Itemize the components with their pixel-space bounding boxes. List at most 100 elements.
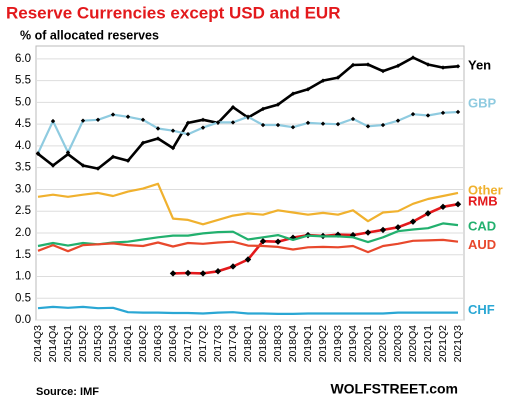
data-marker: [170, 145, 176, 151]
credit: WOLFSTREET.com: [330, 381, 458, 397]
data-marker: [425, 113, 431, 118]
series-label: RMB: [468, 194, 498, 209]
data-marker: [50, 118, 56, 124]
y-tick-label: 0.5: [15, 292, 31, 304]
x-tick-label: 2016Q3: [152, 325, 164, 363]
data-marker: [245, 114, 251, 119]
data-marker: [290, 91, 296, 96]
data-marker: [230, 104, 236, 110]
data-marker: [425, 62, 431, 67]
x-tick-label: 2015Q2: [77, 325, 89, 363]
data-marker: [184, 269, 192, 277]
x-tick-label: 2014Q3: [32, 325, 44, 363]
data-marker: [335, 121, 341, 127]
y-tick-label: 1.0: [15, 271, 31, 283]
x-tick-label: 2020Q3: [392, 325, 404, 363]
data-marker: [185, 131, 191, 137]
data-marker: [275, 102, 281, 107]
data-marker: [350, 116, 356, 122]
data-marker: [155, 136, 161, 141]
data-marker: [394, 224, 402, 231]
data-marker: [260, 106, 266, 112]
series-line: [37, 305, 458, 315]
series-line: [37, 238, 459, 254]
data-marker: [199, 270, 207, 277]
y-tick-label: 5.5: [15, 75, 31, 87]
x-tick-label: 2017Q3: [212, 325, 224, 363]
series-label: AUD: [468, 237, 496, 252]
x-tick-label: 2019Q4: [347, 325, 359, 363]
chart-subtitle: % of allocated reserves: [20, 28, 159, 42]
x-tick-label: 2016Q2: [137, 325, 149, 363]
x-tick-label: 2021Q1: [422, 325, 434, 363]
data-marker: [410, 111, 416, 117]
data-marker: [65, 150, 71, 155]
data-marker: [95, 117, 101, 123]
data-marker: [455, 64, 461, 69]
x-tick-label: 2021Q2: [437, 325, 449, 363]
data-marker: [140, 140, 146, 146]
data-marker: [454, 201, 462, 208]
x-tick-label: 2018Q4: [287, 325, 299, 363]
data-marker: [364, 229, 372, 236]
series-label: Yen: [468, 58, 491, 73]
data-marker: [409, 218, 417, 225]
data-marker: [244, 256, 252, 263]
data-marker: [410, 55, 416, 60]
series-label: Other: [468, 182, 503, 197]
x-tick-label: 2018Q1: [242, 325, 254, 363]
x-tick-label: 2019Q2: [317, 325, 329, 363]
y-tick-label: 4.0: [15, 140, 31, 152]
x-tick-label: 2018Q2: [257, 325, 269, 363]
data-marker: [350, 62, 356, 68]
data-marker: [185, 120, 191, 126]
y-tick-label: 6.0: [15, 53, 31, 65]
data-marker: [305, 120, 311, 126]
series-line: [37, 56, 459, 170]
series-label: GBP: [468, 95, 497, 110]
data-marker: [290, 125, 296, 130]
x-tick-label: 2018Q3: [272, 325, 284, 363]
data-marker: [200, 117, 206, 123]
x-tick-label: 2016Q1: [122, 325, 134, 363]
x-tick-label: 2016Q4: [167, 325, 179, 363]
data-marker: [110, 154, 116, 159]
data-marker: [275, 122, 281, 128]
x-tick-label: 2017Q2: [197, 325, 209, 363]
data-marker: [335, 75, 341, 80]
data-marker: [125, 158, 131, 163]
x-tick-label: 2019Q3: [332, 325, 344, 363]
x-tick-label: 2020Q2: [377, 325, 389, 363]
y-tick-label: 2.5: [15, 205, 31, 217]
data-marker: [320, 78, 326, 83]
data-marker: [50, 163, 56, 168]
x-tick-label: 2020Q1: [362, 325, 374, 363]
data-marker: [110, 112, 116, 117]
data-marker: [215, 120, 221, 125]
data-marker: [395, 118, 401, 123]
x-tick-label: 2019Q1: [302, 325, 314, 363]
data-marker: [380, 122, 386, 128]
x-tick-label: 2015Q1: [62, 325, 74, 363]
series-label: CHF: [468, 302, 495, 317]
data-marker: [140, 117, 146, 123]
plot-frame: [35, 45, 465, 321]
series-label: CAD: [468, 219, 496, 234]
y-tick-label: 3.0: [15, 183, 31, 195]
data-marker: [365, 124, 371, 129]
y-tick-label: 4.5: [15, 118, 31, 130]
data-marker: [274, 238, 282, 245]
y-tick-label: 5.0: [15, 96, 31, 108]
data-marker: [424, 210, 432, 217]
y-tick-label: 2.0: [15, 227, 31, 239]
data-marker: [320, 121, 326, 126]
x-tick-label: 2015Q3: [92, 325, 104, 363]
data-marker: [229, 263, 237, 270]
x-tick-label: 2017Q4: [227, 325, 239, 363]
x-tick-label: 2015Q4: [107, 325, 119, 363]
x-tick-label: 2020Q4: [407, 325, 419, 363]
data-marker: [380, 68, 386, 74]
x-tick-label: 2014Q4: [47, 325, 59, 363]
data-marker: [440, 110, 446, 116]
